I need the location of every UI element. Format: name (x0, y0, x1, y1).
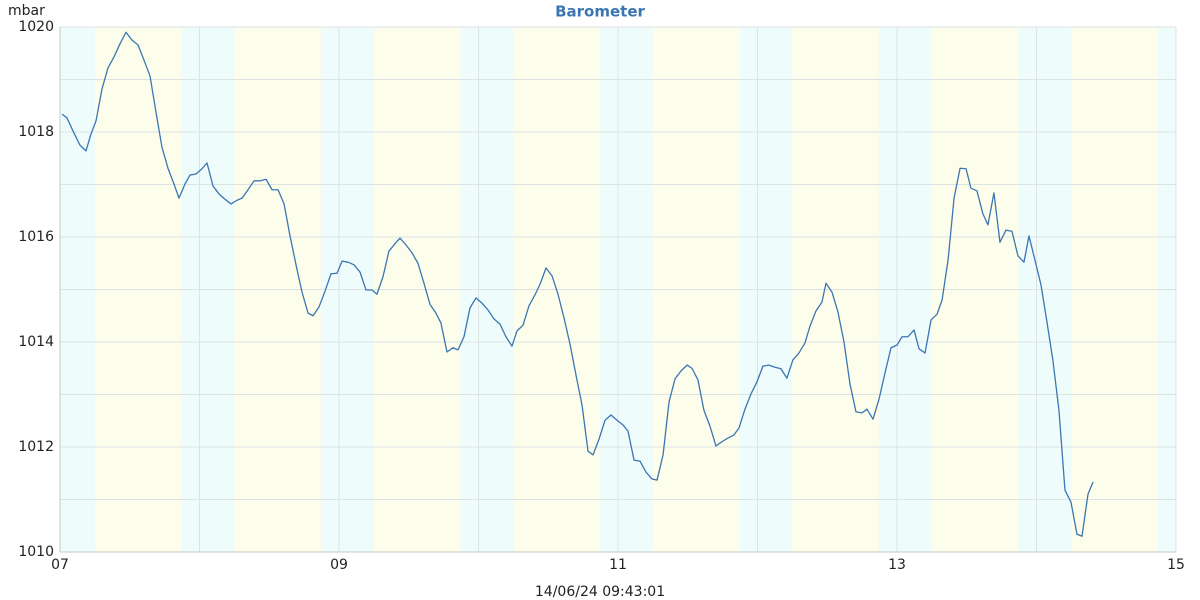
y-tick-label: 1010 (18, 544, 54, 560)
timestamp: 14/06/24 09:43:01 (535, 584, 665, 600)
y-tick-label: 1020 (18, 19, 54, 35)
x-tick-label: 09 (330, 557, 348, 573)
y-axis-label: mbar (8, 3, 45, 19)
x-tick-label: 13 (888, 557, 906, 573)
x-tick-label: 11 (609, 557, 627, 573)
y-tick-label: 1018 (18, 124, 54, 140)
y-tick-label: 1014 (18, 334, 54, 350)
data-line (61, 31, 1094, 537)
y-tick-label: 1016 (18, 229, 54, 245)
x-tick-label: 07 (51, 557, 69, 573)
x-tick-label: 15 (1167, 557, 1185, 573)
y-tick-label: 1012 (18, 439, 54, 455)
chart-title: Barometer (555, 3, 645, 21)
